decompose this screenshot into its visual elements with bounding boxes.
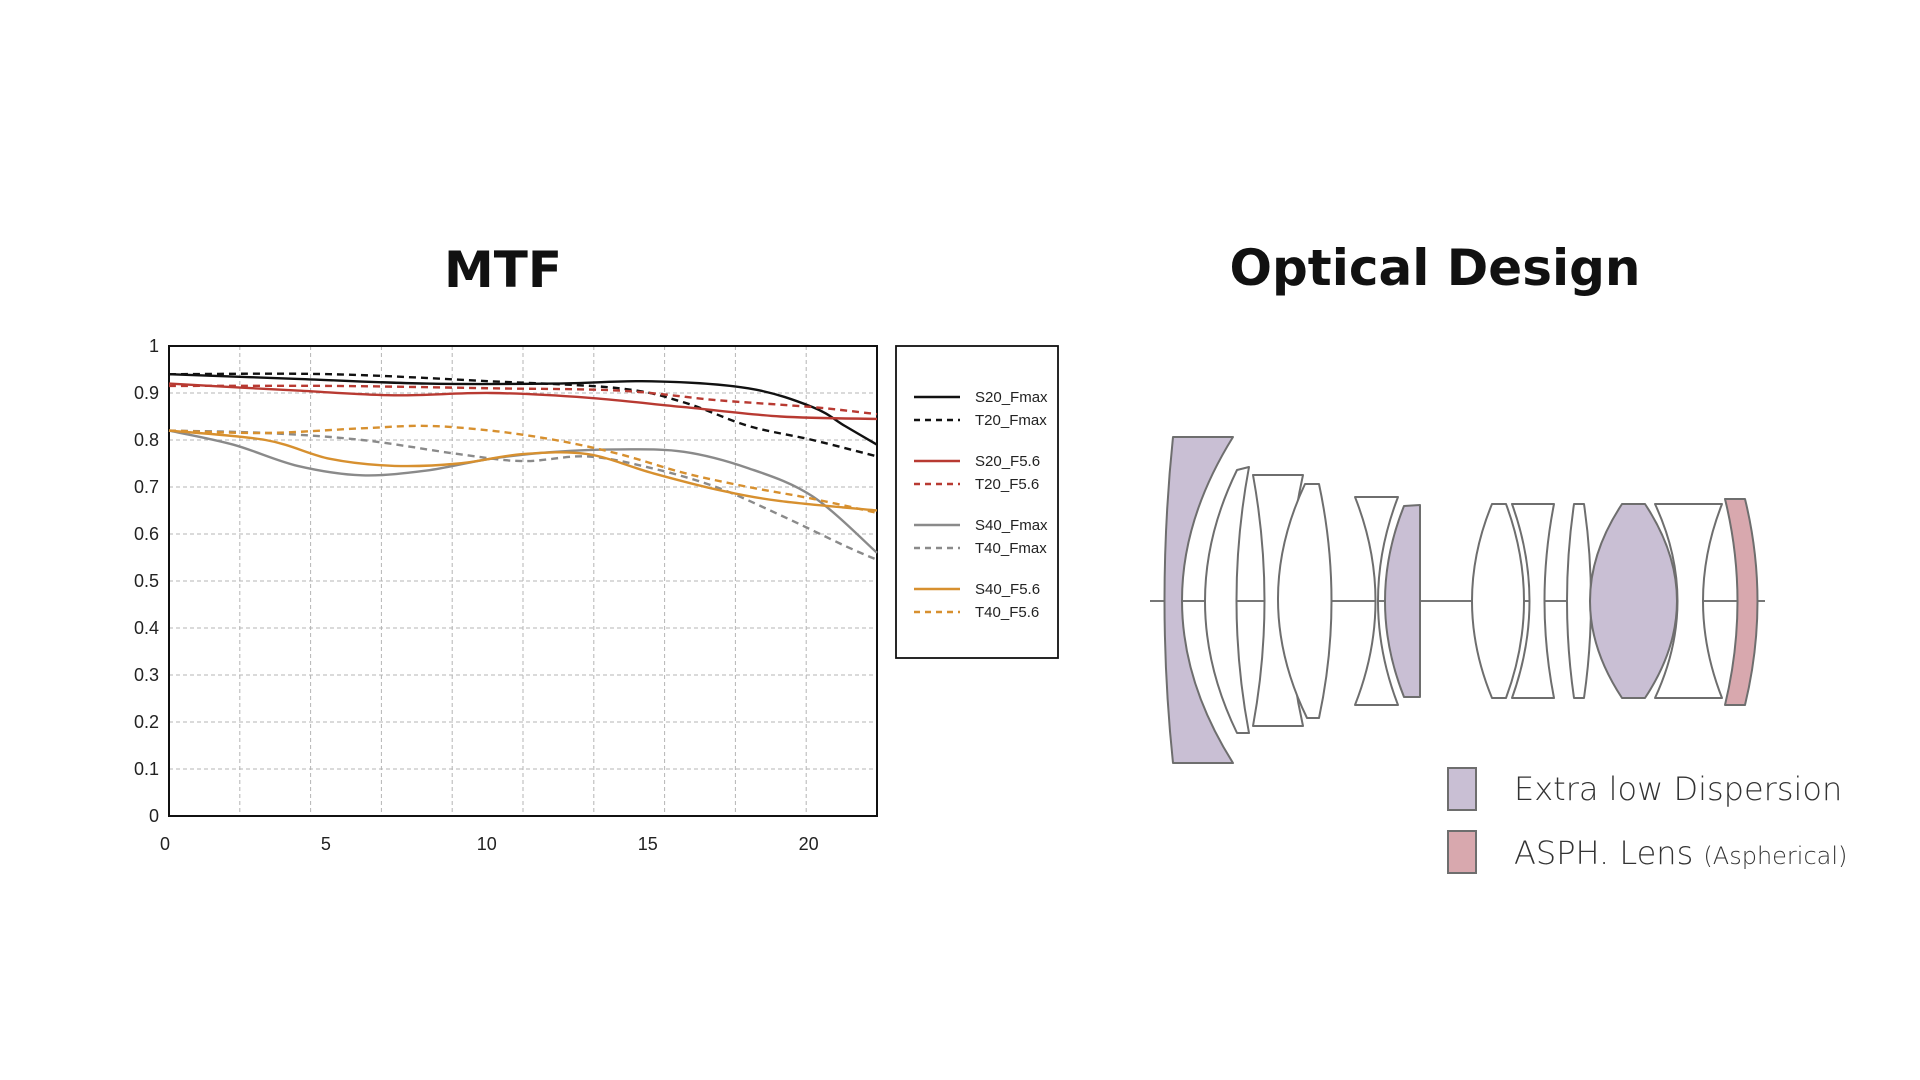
legend-label: T20_Fmax: [975, 412, 1047, 429]
legend-label: S40_F5.6: [975, 581, 1040, 598]
legend-label: S20_Fmax: [975, 389, 1048, 406]
y-tick-label: 0.1: [134, 759, 159, 779]
lens-element-10-ed: [1589, 503, 1678, 699]
lens-element-11: [1654, 503, 1723, 699]
y-tick-label: 1: [149, 336, 159, 356]
mtf-title: MTF: [444, 241, 562, 299]
series-line-t20-f5-6: [168, 384, 878, 416]
x-tick-label: 0: [160, 834, 170, 854]
ed-legend-label: Extra low Dispersion: [1514, 770, 1842, 808]
asph-legend-label: ASPH. Lens (Aspherical): [1514, 834, 1847, 872]
optical-design-legend: Extra low Dispersion ASPH. Lens (Aspheri…: [1447, 767, 1847, 874]
series-line-t40-f5-6: [168, 424, 878, 514]
lens-element-1-ed: [1163, 436, 1234, 764]
asph-swatch: [1447, 830, 1477, 874]
legend-label: T20_F5.6: [975, 476, 1039, 493]
x-tick-label: 15: [638, 834, 658, 854]
series-line-s20-f5-6: [168, 382, 878, 421]
lens-element-2: [1204, 466, 1250, 734]
y-tick-label: 0.2: [134, 712, 159, 732]
lens-element-8: [1511, 503, 1555, 699]
lens-element-6-ed: [1384, 504, 1421, 698]
optical-design-title: Optical Design: [1230, 239, 1641, 297]
lens-element-5: [1354, 496, 1399, 706]
lens-diagram: [1150, 436, 1765, 764]
y-tick-label: 0.7: [134, 477, 159, 497]
legend-label: S20_F5.6: [975, 453, 1040, 470]
x-tick-label: 20: [799, 834, 819, 854]
series-line-s20-fmax: [168, 373, 878, 446]
mtf-legend-box: [895, 345, 1059, 659]
mtf-plot-frame: [168, 345, 878, 817]
series-line-s40-f5-6: [168, 429, 878, 512]
ed-swatch: [1447, 767, 1477, 811]
y-tick-label: 0.8: [134, 430, 159, 450]
lens-element-7: [1471, 503, 1525, 699]
optical-design-panel: Optical Design: [1150, 239, 1847, 874]
legend-label: T40_Fmax: [975, 540, 1047, 557]
legend-label: S40_Fmax: [975, 517, 1048, 534]
lens-element-12-asph: [1724, 498, 1759, 706]
x-tick-label: 10: [477, 834, 497, 854]
mtf-y-tick-labels: 0 0.1 0.2 0.3 0.4 0.5 0.6 0.7 0.8 0.9 1: [134, 336, 159, 826]
mtf-panel: MTF 0 0.1 0.2 0.3 0.4 0.5 0.6 0.7 0.8 0.9 1 0 5 10 15…: [134, 241, 1059, 854]
y-tick-label: 0: [149, 806, 159, 826]
y-tick-label: 0.5: [134, 571, 159, 591]
mtf-series-lines: [168, 372, 878, 561]
legend-label: T40_F5.6: [975, 604, 1039, 621]
lens-element-4: [1277, 483, 1333, 719]
series-line-t20-fmax: [168, 372, 878, 458]
y-tick-label: 0.9: [134, 383, 159, 403]
lens-element-9: [1566, 503, 1592, 699]
mtf-legend: S20_Fmax T20_Fmax S20_F5.6 T20_F5.6 S40_Fmax…: [914, 389, 1048, 621]
y-tick-label: 0.4: [134, 618, 159, 638]
y-tick-label: 0.3: [134, 665, 159, 685]
x-tick-label: 5: [321, 834, 331, 854]
mtf-x-tick-labels: 0 5 10 15 20: [160, 834, 819, 854]
series-line-t40-fmax: [168, 429, 878, 561]
y-tick-label: 0.6: [134, 524, 159, 544]
